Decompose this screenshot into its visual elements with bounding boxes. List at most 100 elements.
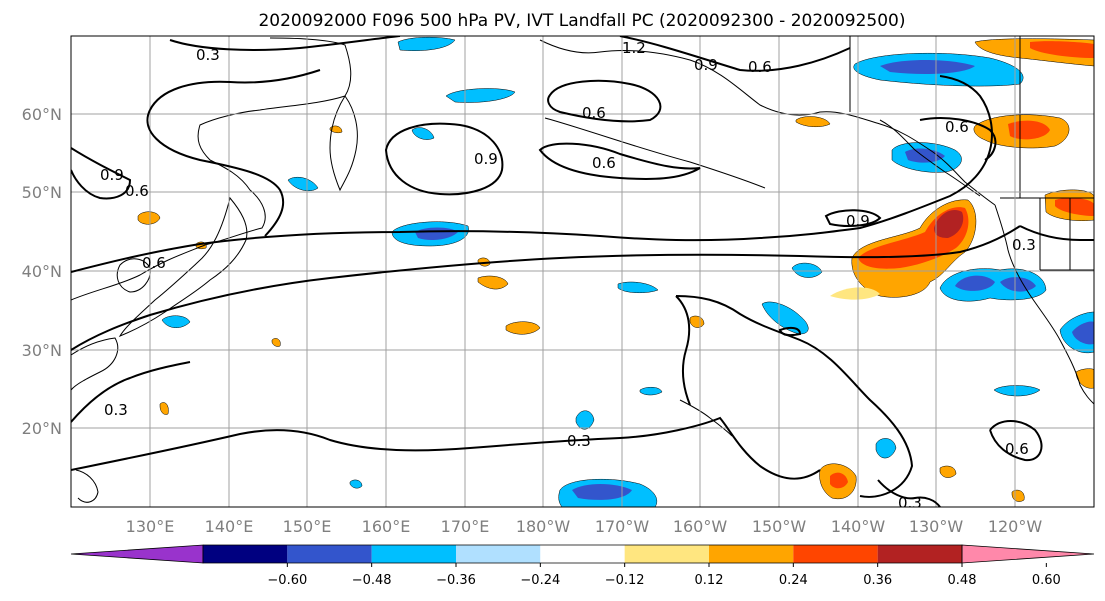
contour-label: 0.6 xyxy=(592,154,616,172)
lon-label: 170°W xyxy=(595,517,650,536)
colorbar-tick-label: 0.36 xyxy=(863,573,892,588)
coastline-kamchatka xyxy=(329,95,358,192)
colorbar-swatches xyxy=(70,544,1095,564)
colorbar-extend-low xyxy=(70,544,204,564)
colorbar-swatch xyxy=(540,545,625,563)
lon-label: 160°E xyxy=(362,517,411,536)
colorbar-tick-label: −0.60 xyxy=(267,573,307,588)
colorbar-tick-label: −0.48 xyxy=(352,573,392,588)
contour-label: 0.3 xyxy=(104,401,128,419)
colorbar-swatch xyxy=(203,545,288,563)
contour-label: 0.9 xyxy=(100,166,124,184)
contour-label: 0.3 xyxy=(196,46,220,64)
coastline-hawaii xyxy=(679,399,733,437)
contour-label: 0.6 xyxy=(125,182,149,200)
pv-contour xyxy=(824,209,882,227)
ivt-patch-positive xyxy=(830,287,880,300)
map-body: 0.3 1.2 0.9 0.6 0.6 0.9 0.6 0.6 0.9 0.3 … xyxy=(71,36,1094,507)
lon-label: 150°E xyxy=(283,517,332,536)
lon-label: 150°W xyxy=(752,517,807,536)
ivt-patch-negative xyxy=(1000,277,1036,292)
coastline-north-america-west xyxy=(994,204,1094,405)
pv-contour xyxy=(778,326,802,337)
colorbar-swatch xyxy=(456,545,541,563)
ivt-patch-negative xyxy=(1072,321,1094,345)
ivt-patch-negative xyxy=(955,275,995,291)
contour-label: 0.9 xyxy=(474,150,498,168)
pv-contour xyxy=(149,69,321,111)
pv-contour xyxy=(71,147,132,200)
lat-label: 40°N xyxy=(22,262,62,281)
colorbar-tick-label: 0.48 xyxy=(948,573,977,588)
contour-label: 0.6 xyxy=(582,104,606,122)
ivt-patch-negative xyxy=(993,385,1041,397)
coastline-bc xyxy=(879,119,981,197)
ivt-patch-positive xyxy=(1030,41,1094,58)
coastline-japan xyxy=(118,196,248,338)
lon-label: 130°W xyxy=(909,517,964,536)
ivt-patch-negative xyxy=(161,315,191,328)
colorbar-ticks: −0.60 −0.48 −0.36 −0.24 −0.12 0.12 0.24 0.36 0.4… xyxy=(267,563,1061,588)
ivt-patch-negative xyxy=(445,88,516,103)
contour-label: 0.3 xyxy=(567,432,591,450)
lon-label: 180°W xyxy=(516,517,571,536)
pv-contour xyxy=(675,295,691,406)
lon-label: 130°E xyxy=(126,517,175,536)
lon-label: 120°W xyxy=(988,517,1043,536)
ivt-patch-positive xyxy=(939,465,957,478)
pv-contour xyxy=(71,225,1021,351)
colorbar-tick-label: −0.36 xyxy=(436,573,476,588)
ivt-patch-negative xyxy=(791,262,823,278)
ivt-patch-positive xyxy=(159,402,169,415)
colorbar-swatch xyxy=(371,545,456,563)
ivt-patch-positive xyxy=(271,338,281,347)
pv-contour xyxy=(675,295,914,498)
coastline-korea xyxy=(116,258,151,293)
contour-labels: 0.3 1.2 0.9 0.6 0.6 0.9 0.6 0.6 0.9 0.3 … xyxy=(100,39,1036,507)
pv-contour xyxy=(547,79,662,123)
ivt-patch-negative xyxy=(905,148,945,163)
ivt-patch-positive xyxy=(1055,197,1094,216)
pv-contour xyxy=(384,122,504,196)
lon-label: 170°E xyxy=(441,517,490,536)
coastline-aleutians xyxy=(544,117,766,189)
colorbar-swatch xyxy=(877,545,962,563)
ivt-patch-negative xyxy=(617,281,659,293)
ivt-patch-negative xyxy=(639,387,663,396)
figure-title: 2020092000 F096 500 hPa PV, IVT Landfall… xyxy=(258,11,905,31)
coastline-asia xyxy=(71,37,352,301)
pv-contour xyxy=(619,36,851,72)
pv-contour xyxy=(146,109,285,237)
ivt-patch-negative xyxy=(880,60,975,74)
colorbar-swatch xyxy=(287,545,372,563)
pv-contour xyxy=(1019,225,1094,241)
ivt-patch-negative xyxy=(287,177,319,191)
pv-contours xyxy=(71,36,1094,507)
lat-labels: 60°N 50°N 40°N 30°N 20°N xyxy=(22,105,62,438)
pv-contour xyxy=(538,142,701,180)
lat-label: 20°N xyxy=(22,419,62,438)
ivt-patch-positive xyxy=(137,211,161,225)
pv-contour xyxy=(71,416,821,480)
ivt-patch-negative xyxy=(575,410,595,430)
lon-label: 140°E xyxy=(205,517,254,536)
lat-label: 60°N xyxy=(22,105,62,124)
colorbar: −0.60 −0.48 −0.36 −0.24 −0.12 0.12 0.24 0.36 0.4… xyxy=(70,544,1095,588)
ivt-shading xyxy=(137,37,1094,507)
colorbar-tick-label: 0.60 xyxy=(1032,573,1061,588)
lon-labels: 130°E 140°E 150°E 160°E 170°E 180°W 170°… xyxy=(126,517,1043,536)
colorbar-swatch xyxy=(793,545,878,563)
pv-contour xyxy=(71,75,993,273)
ivt-patch-positive xyxy=(795,116,831,127)
ivt-patch-negative xyxy=(572,484,632,500)
pv-contour xyxy=(989,420,1043,462)
contour-label: 0.9 xyxy=(694,56,718,74)
map-frame xyxy=(70,35,1095,508)
pv-contour xyxy=(877,479,941,507)
contour-label: 0.6 xyxy=(748,58,772,76)
ivt-patch-negative xyxy=(411,127,435,140)
coastline-luzon xyxy=(75,469,99,503)
colorbar-tick-label: −0.12 xyxy=(605,573,645,588)
lon-label: 160°W xyxy=(673,517,728,536)
